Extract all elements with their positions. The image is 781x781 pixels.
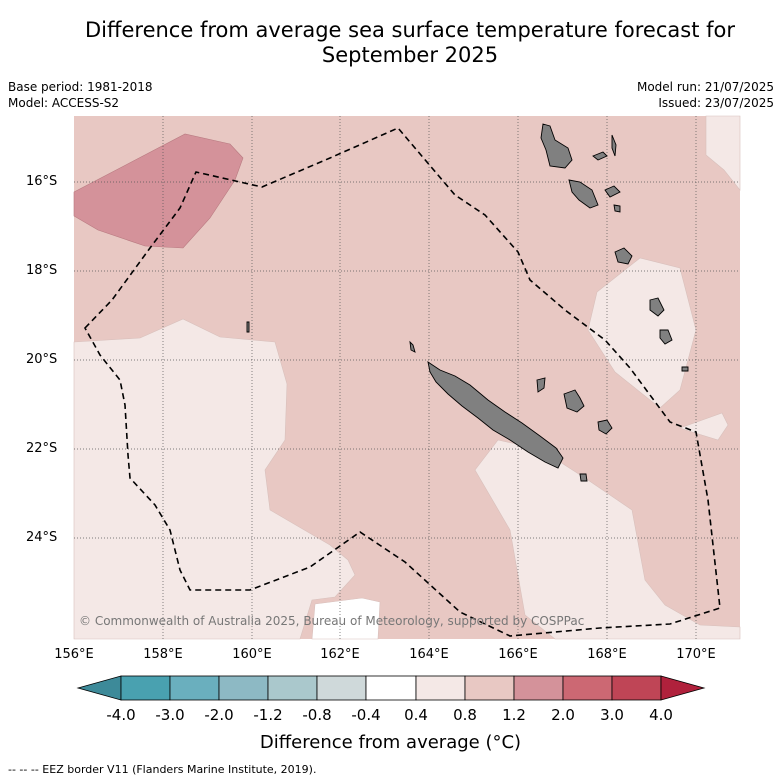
lon-label-164e: 164°E — [409, 647, 449, 662]
lon-label-168e: 168°E — [587, 647, 627, 662]
chart-title: Difference from average sea surface temp… — [60, 18, 760, 68]
lat-label-18s: 18°S — [26, 263, 58, 278]
anomaly-region-near-zero — [311, 597, 381, 640]
vanuatu-ambae — [592, 151, 608, 161]
lon-label-166e: 166°E — [498, 647, 538, 662]
lat-label-24s: 24°S — [26, 530, 58, 545]
land-masses — [246, 123, 689, 482]
lon-label-156e: 156°E — [54, 647, 94, 662]
colorbar-tick: 0.8 — [453, 706, 477, 724]
metadata-left: Base period: 1981-2018 Model: ACCESS-S2 — [8, 79, 153, 111]
vanuatu-pentecost — [611, 134, 617, 157]
vanuatu-efate — [614, 247, 633, 265]
colorbar-segment-11 — [611, 675, 662, 701]
colorbar-segment-3 — [218, 675, 269, 701]
colorbar-extension-low — [76, 675, 122, 701]
loyalty-island-ouvea — [536, 377, 546, 393]
metadata-right: Model run: 21/07/2025 Issued: 23/07/2025 — [637, 79, 774, 111]
lon-label-158e: 158°E — [143, 647, 183, 662]
model-run: Model run: 21/07/2025 — [636, 80, 774, 94]
vanuatu-espiritu-santo — [540, 123, 573, 169]
colorbar-tick: 0.4 — [404, 706, 428, 724]
colorbar-title: Difference from average (°C) — [259, 732, 522, 753]
anomaly-region-0-4-to-0-8-east-small — [679, 412, 729, 441]
isle-of-pines — [579, 473, 588, 482]
colorbar-tick: -3.0 — [155, 706, 185, 724]
colorbar-segment-5 — [316, 675, 367, 701]
vanuatu-erromango — [649, 297, 665, 317]
lat-label-22s: 22°S — [26, 441, 58, 456]
lat-label-16s: 16°S — [26, 174, 58, 189]
vanuatu-malekula — [568, 179, 599, 209]
colorbar-extension-high — [660, 675, 706, 701]
eez-border — [84, 127, 721, 637]
colorbar-tick: 2.0 — [551, 706, 575, 724]
colorbar-tick: -1.2 — [253, 706, 283, 724]
lon-label-162e: 162°E — [320, 647, 360, 662]
colorbar — [76, 675, 706, 701]
anomaly-region-0-4-to-0-8-southeast — [474, 439, 741, 640]
belep-islands — [409, 340, 416, 353]
colorbar-tick: -4.0 — [106, 706, 136, 724]
title-line-2: September 2025 — [321, 43, 499, 67]
vanuatu-tanna — [659, 329, 673, 345]
colorbar-segment-7 — [415, 675, 466, 701]
lon-label-170e: 170°E — [676, 647, 716, 662]
chesterfield-islet — [246, 321, 250, 333]
vanuatu-ambrym — [604, 185, 621, 198]
colorbar-segment-10 — [562, 675, 613, 701]
eez-legend-footnote: -- -- -- EEZ border V11 (Flanders Marine… — [8, 763, 317, 776]
new-caledonia-main-island — [427, 361, 564, 469]
colorbar-segment-9 — [513, 675, 564, 701]
colorbar-segment-8 — [464, 675, 515, 701]
colorbar-tick: -2.0 — [204, 706, 234, 724]
model-name: Model: ACCESS-S2 — [8, 96, 120, 110]
gridlines — [74, 116, 740, 639]
copyright-notice: © Commonwealth of Australia 2025, Bureau… — [79, 614, 585, 628]
colorbar-segment-2 — [169, 675, 220, 701]
loyalty-island-lifou — [563, 389, 585, 413]
colorbar-segment-1 — [120, 675, 171, 701]
colorbar-tick: -0.8 — [302, 706, 332, 724]
loyalty-island-mare — [597, 419, 613, 435]
anomaly-region-0-4-to-0-8-top-right — [705, 115, 741, 191]
colorbar-tick: 3.0 — [600, 706, 624, 724]
colorbar-tick: 4.0 — [649, 706, 673, 724]
anomaly-region-1-2-to-2-0 — [73, 133, 244, 249]
anomaly-region-0-4-to-0-8-east — [587, 257, 697, 409]
title-line-1: Difference from average sea surface temp… — [85, 18, 735, 42]
anomaly-region-0-4-to-0-8-west — [73, 318, 356, 640]
issued-date: Issued: 23/07/2025 — [658, 96, 774, 110]
lon-label-160e: 160°E — [232, 647, 272, 662]
vanuatu-epi — [613, 204, 621, 213]
colorbar-tick: -0.4 — [351, 706, 381, 724]
colorbar-segment-4 — [267, 675, 318, 701]
lat-label-20s: 20°S — [26, 352, 58, 367]
vanuatu-aneityum — [681, 366, 689, 372]
base-period: Base period: 1981-2018 — [8, 80, 153, 94]
colorbar-tick: 1.2 — [502, 706, 526, 724]
colorbar-segment-6 — [365, 675, 417, 701]
